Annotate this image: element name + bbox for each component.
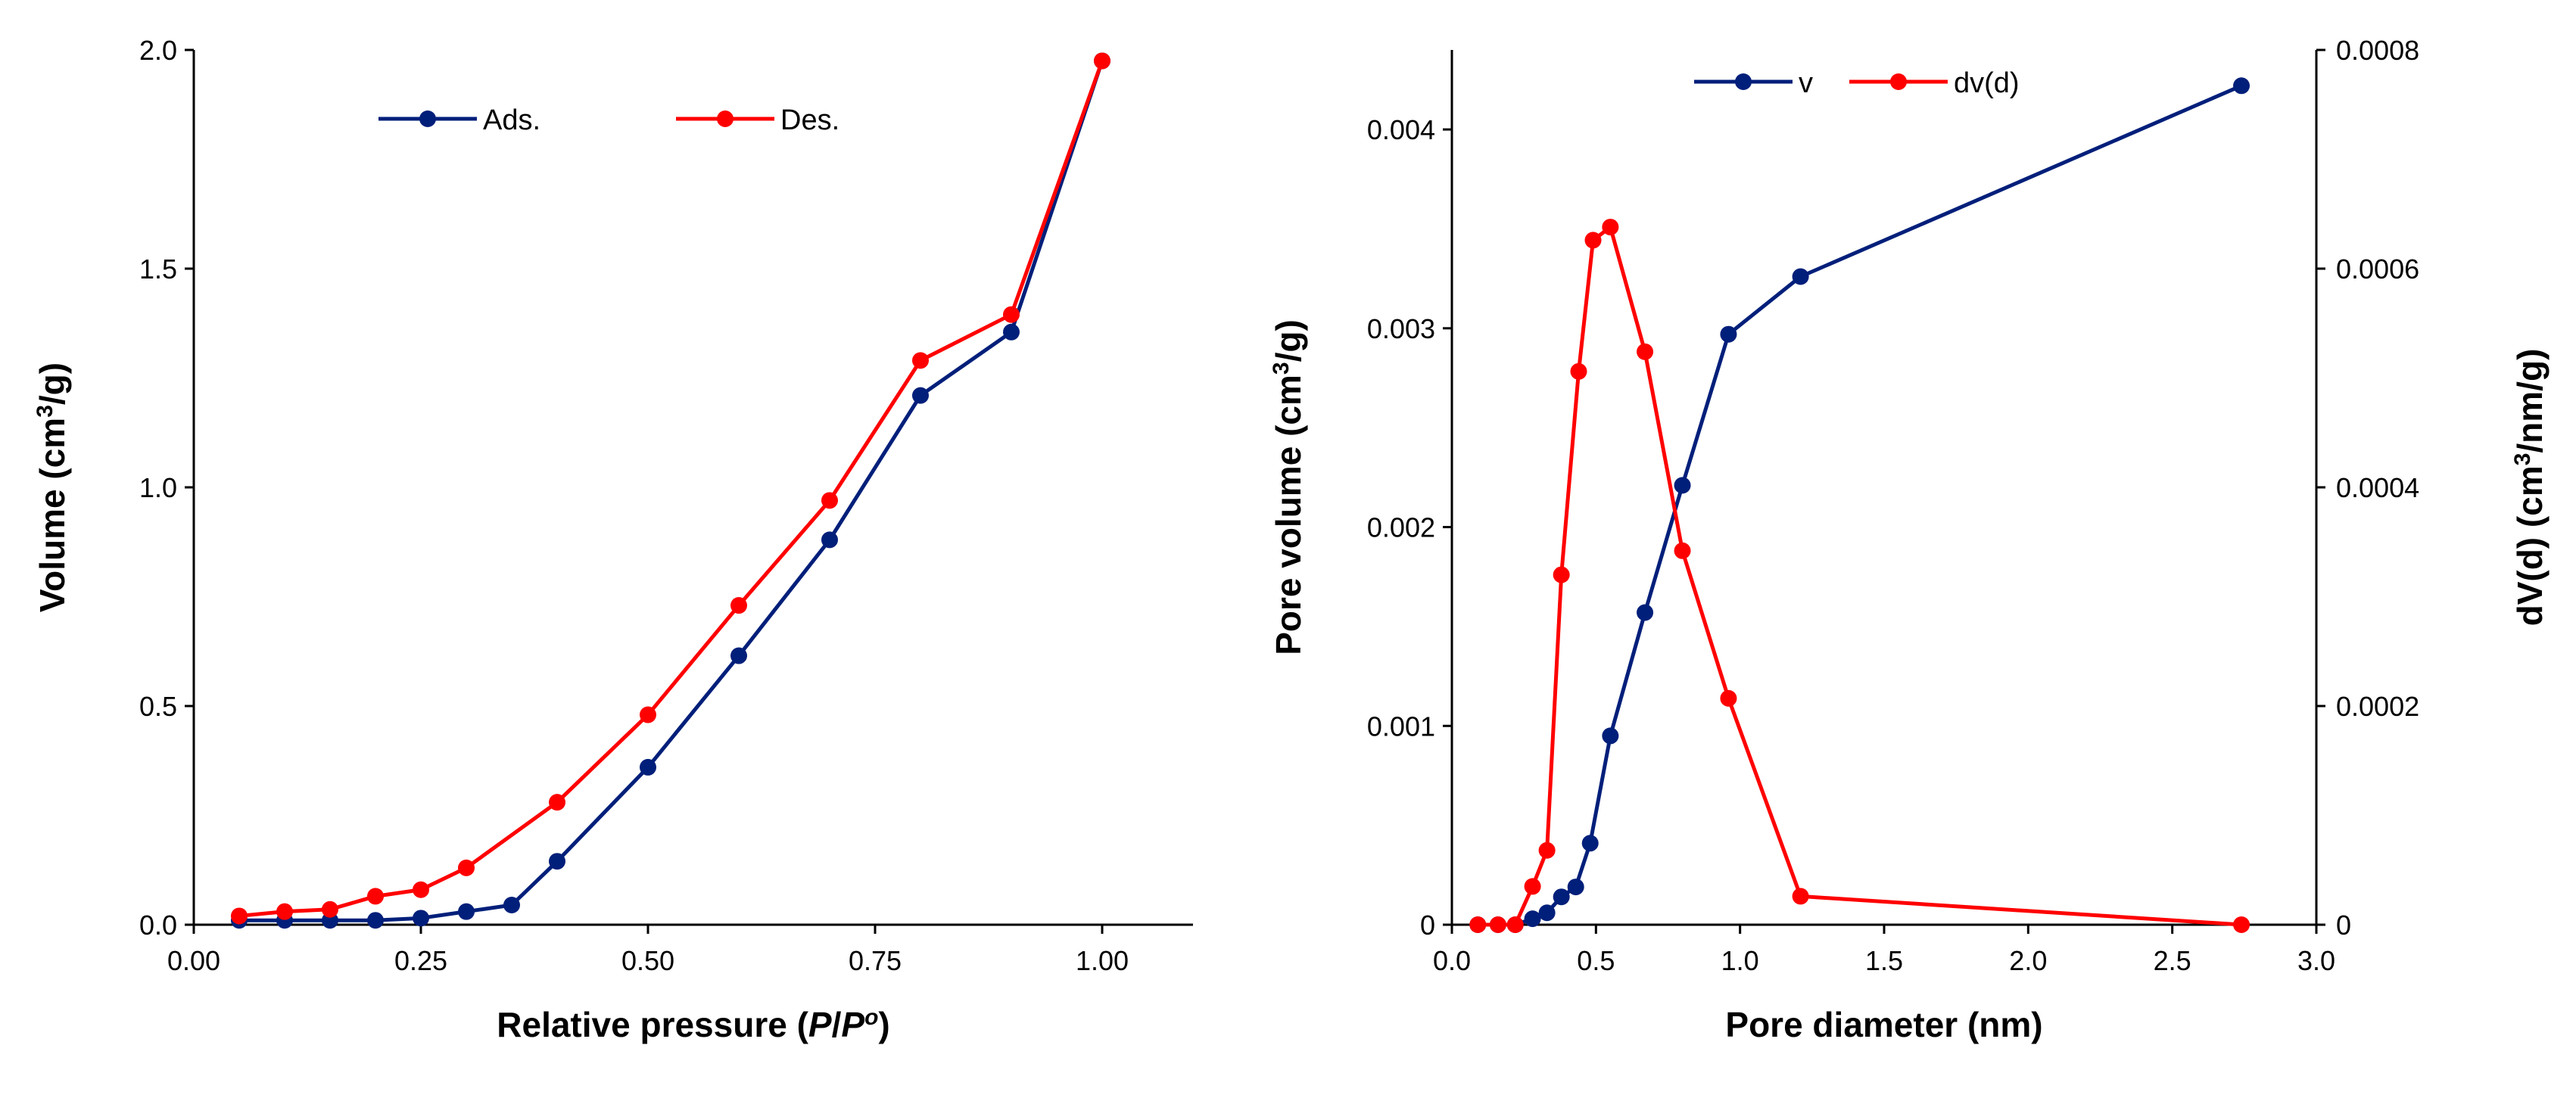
- y-tick-label: 0.004: [1367, 114, 1435, 145]
- y2-tick-label: 0.0006: [2336, 254, 2419, 285]
- x-tick-label: 0.5: [1577, 945, 1615, 976]
- x-tick-label: 0.0: [1433, 945, 1471, 976]
- data-point: [1094, 52, 1110, 70]
- data-point: [322, 900, 338, 918]
- data-point: [1792, 888, 1809, 905]
- data-point: [413, 881, 429, 898]
- y2-tick-label: 0.0008: [2336, 35, 2419, 66]
- data-point: [1003, 323, 1020, 341]
- data-point: [912, 387, 929, 404]
- data-point: [730, 597, 747, 614]
- x-tick-label: 1.00: [1076, 945, 1129, 976]
- data-point: [458, 903, 475, 920]
- data-point: [2233, 77, 2250, 95]
- y2-axis-title: dV(d) (cm3/nm/g): [2510, 349, 2550, 627]
- data-point: [1637, 604, 1654, 621]
- data-point: [640, 758, 656, 776]
- x-tick-label: 3.0: [2297, 945, 2335, 976]
- data-point: [413, 910, 429, 927]
- x-tick-label: 1.5: [1865, 945, 1903, 976]
- data-point: [1003, 306, 1020, 323]
- data-point: [231, 907, 248, 925]
- data-point: [1674, 542, 1691, 559]
- y2-tick-label: 0: [2336, 910, 2351, 941]
- y-tick-label: 1.0: [139, 472, 177, 503]
- data-point: [640, 706, 656, 723]
- y-tick-label: 0.0: [139, 910, 177, 941]
- legend-label: Ads.: [483, 104, 540, 136]
- y-tick-label: 0.003: [1367, 313, 1435, 344]
- data-point: [367, 912, 384, 929]
- data-point: [1553, 888, 1570, 906]
- x-axis-title: Pore diameter (nm): [1725, 1005, 2042, 1044]
- legend-label: Des.: [780, 104, 839, 136]
- y-tick-label: 1.5: [139, 254, 177, 285]
- data-point: [1674, 477, 1691, 494]
- y-tick-label: 0: [1420, 910, 1435, 941]
- y-tick-label: 0.002: [1367, 512, 1435, 543]
- x-tick-label: 1.0: [1721, 945, 1759, 976]
- data-point: [1720, 325, 1737, 343]
- data-point: [1524, 878, 1541, 895]
- legend-marker: [419, 110, 436, 127]
- data-point: [1553, 566, 1570, 583]
- legend-marker: [1735, 73, 1752, 90]
- y-tick-label: 2.0: [139, 35, 177, 66]
- y-axis-title: Pore volume (cm3/g): [1269, 319, 1308, 655]
- data-point: [1506, 916, 1524, 933]
- x-tick-label: 0.50: [621, 945, 674, 976]
- data-point: [367, 888, 384, 905]
- legend-label: dv(d): [1954, 67, 2020, 99]
- data-point: [1567, 879, 1584, 896]
- y2-tick-label: 0.0004: [2336, 472, 2419, 503]
- pore-size-distribution-chart: 0.0 0.5 1.0 1.5 2.0 2.5 3.000.0010.0020.0030.0…: [1269, 35, 2550, 1044]
- x-axis-title: Relative pressure (P/Po): [497, 1005, 889, 1044]
- data-point: [2233, 916, 2250, 933]
- data-point: [821, 492, 838, 509]
- data-point: [1538, 904, 1556, 922]
- data-point: [1581, 835, 1599, 852]
- data-point: [1489, 916, 1506, 933]
- y2-tick-label: 0.0002: [2336, 691, 2419, 722]
- data-point: [503, 896, 520, 913]
- data-point: [1570, 362, 1587, 380]
- data-point: [1637, 343, 1654, 360]
- data-point: [1469, 916, 1487, 933]
- data-point: [912, 352, 929, 369]
- data-point: [1538, 841, 1556, 859]
- data-point: [1524, 910, 1541, 928]
- y-axis-title: Volume (cm3/g): [33, 362, 72, 612]
- legend-marker: [717, 110, 734, 127]
- data-point: [1584, 232, 1602, 249]
- x-tick-label: 0.25: [394, 945, 447, 976]
- data-point: [821, 531, 838, 549]
- data-point: [549, 853, 565, 870]
- y-tick-label: 0.5: [139, 691, 177, 722]
- legend-marker: [1890, 73, 1907, 90]
- x-tick-label: 0.00: [167, 945, 220, 976]
- data-point: [1720, 689, 1737, 707]
- data-point: [1602, 219, 1619, 236]
- adsorption-isotherm-chart: 0.00 0.25 0.50 0.75 1.00 0.0 0.5 1.0 1.5 2.0 Relat…: [33, 35, 1193, 1044]
- data-point: [549, 794, 565, 811]
- legend-label: v: [1799, 67, 1813, 99]
- data-point: [1602, 727, 1619, 745]
- x-tick-label: 0.75: [849, 945, 902, 976]
- data-point: [730, 647, 747, 664]
- y-tick-label: 0.001: [1367, 711, 1435, 742]
- data-point: [458, 859, 475, 876]
- x-tick-label: 2.5: [2154, 945, 2191, 976]
- data-point: [276, 903, 293, 920]
- x-tick-label: 2.0: [2009, 945, 2047, 976]
- data-point: [1792, 268, 1809, 285]
